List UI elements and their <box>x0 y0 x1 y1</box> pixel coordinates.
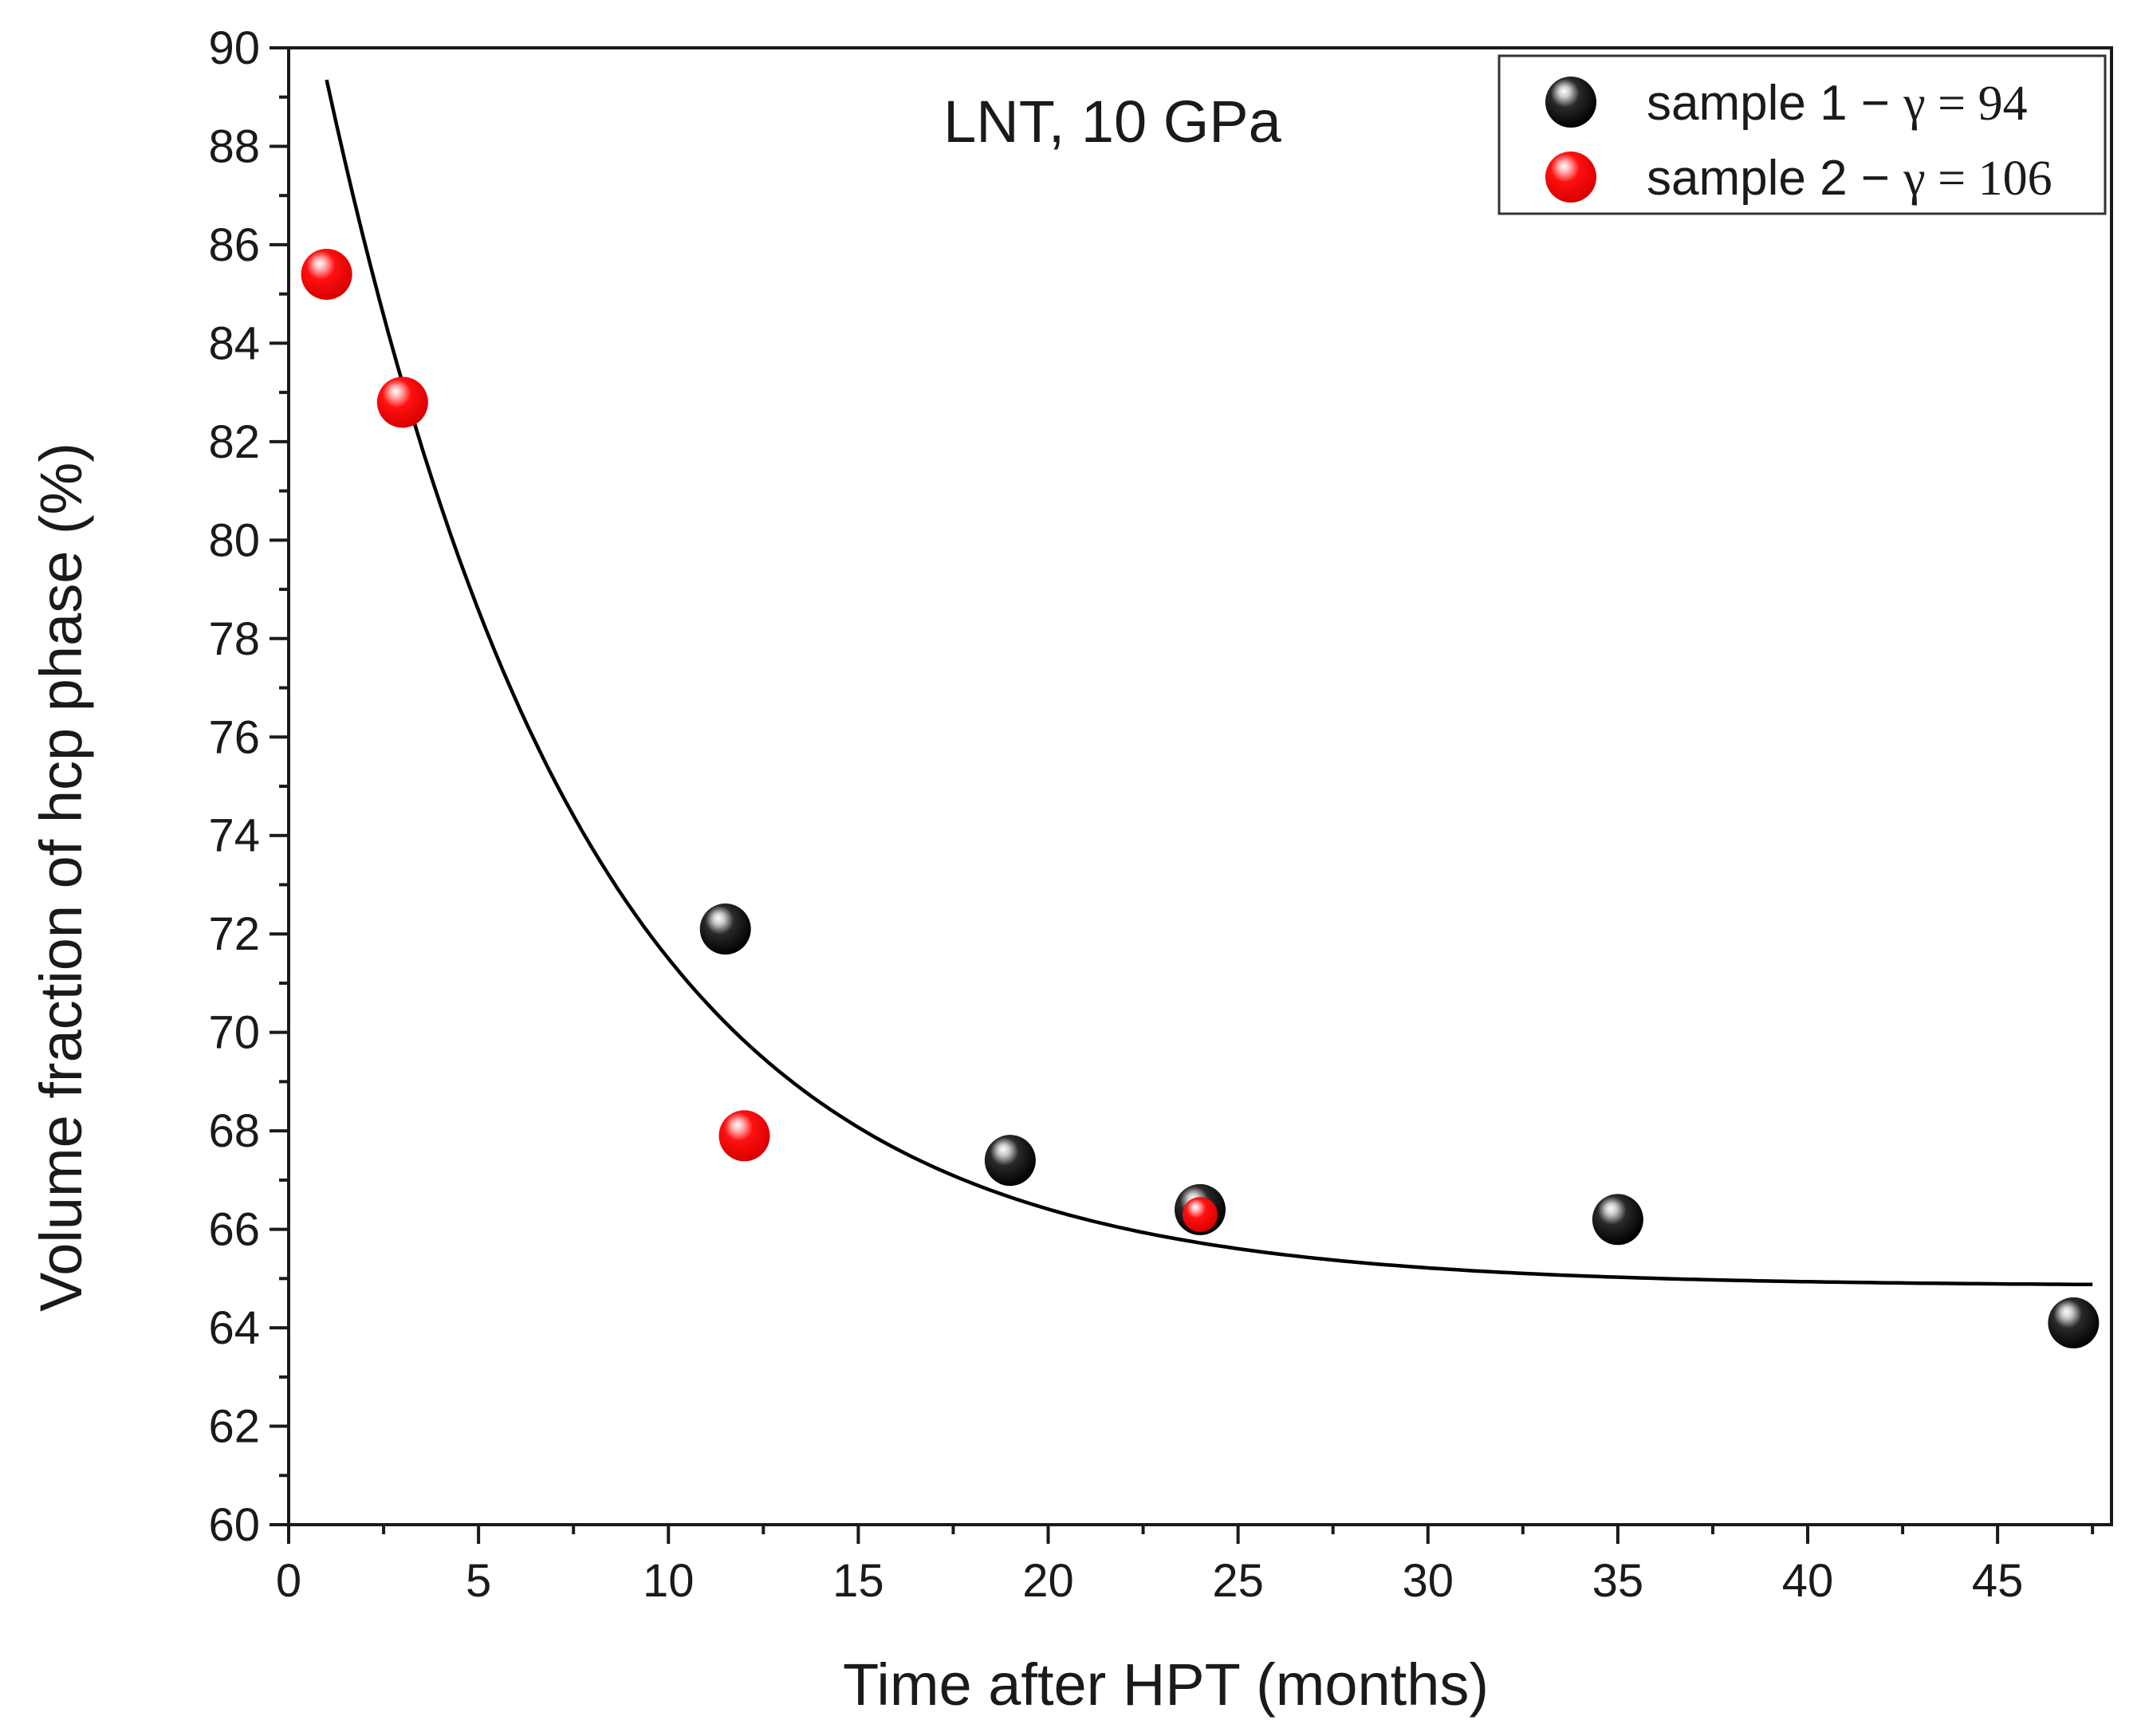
x-tick-label: 20 <box>1022 1555 1074 1607</box>
data-point-sample-2 <box>301 248 352 300</box>
x-tick-label: 40 <box>1782 1555 1834 1607</box>
x-tick-label: 10 <box>643 1555 695 1607</box>
y-tick-label: 60 <box>208 1499 260 1551</box>
data-point-sample-2 <box>718 1110 770 1162</box>
x-axis-title: Time after HPT (months) <box>843 1651 1489 1718</box>
x-tick-label: 0 <box>276 1555 301 1607</box>
y-axis: 60 62 64 66 68 70 72 74 76 78 80 82 84 86 88 90 <box>208 22 289 1551</box>
fit-curve-layer <box>325 79 2093 1287</box>
y-tick-label: 64 <box>208 1302 260 1354</box>
y-tick-label: 70 <box>208 1007 260 1059</box>
y-tick-label: 82 <box>208 416 260 468</box>
y-axis-title: Volume fraction of hcp phase (%) <box>28 443 94 1312</box>
data-point-sample-1 <box>699 903 751 955</box>
legend: sample 1 − γ = 94 sample 2 − γ = 106 <box>1498 54 2107 215</box>
x-axis: 0 5 10 15 20 25 30 35 40 45 <box>276 1525 2095 1607</box>
fit-curve-line <box>325 79 2093 1287</box>
legend-label-sample-1: sample 1 − γ = 94 <box>1647 76 2028 131</box>
data-point-sample-2 <box>376 376 428 428</box>
plot-frame <box>287 46 2113 1526</box>
y-tick-label: 84 <box>208 317 260 369</box>
legend-marker-sample-1 <box>1545 77 1596 128</box>
x-tick-label: 35 <box>1592 1555 1644 1607</box>
y-tick-label: 88 <box>208 120 260 172</box>
y-tick-label: 76 <box>208 711 260 763</box>
y-tick-label: 72 <box>208 908 260 960</box>
y-tick-label: 68 <box>208 1105 260 1157</box>
data-points-layer <box>301 248 2100 1348</box>
y-tick-label: 78 <box>208 613 260 665</box>
data-point-sample-1 <box>984 1135 1036 1187</box>
x-tick-label: 15 <box>832 1555 884 1607</box>
plot-annotation: LNT, 10 GPa <box>943 89 1282 155</box>
legend-box <box>1498 54 2107 215</box>
x-tick-label: 5 <box>466 1555 491 1607</box>
data-point-sample-2 <box>1183 1197 1218 1233</box>
x-tick-label: 25 <box>1212 1555 1264 1607</box>
x-tick-label: 45 <box>1972 1555 2024 1607</box>
y-tick-label: 90 <box>208 22 260 74</box>
data-point-sample-1 <box>1592 1194 1643 1246</box>
y-tick-label: 66 <box>208 1204 260 1256</box>
legend-label-sample-1-text: sample 1 − <box>1647 76 1903 131</box>
data-point-sample-1 <box>2048 1297 2100 1348</box>
y-tick-label: 62 <box>208 1401 260 1453</box>
y-tick-label: 74 <box>208 810 260 862</box>
y-tick-label: 80 <box>208 514 260 566</box>
legend-label-sample-1-math: γ = 94 <box>1903 77 2027 131</box>
y-tick-label: 86 <box>208 219 260 271</box>
legend-label-sample-2: sample 2 − γ = 106 <box>1647 151 2052 206</box>
plot-border <box>287 46 2113 1526</box>
legend-marker-sample-2 <box>1545 152 1596 203</box>
legend-label-sample-2-math: γ = 106 <box>1903 152 2052 206</box>
x-tick-label: 30 <box>1402 1555 1454 1607</box>
legend-label-sample-2-text: sample 2 − <box>1647 151 1903 206</box>
